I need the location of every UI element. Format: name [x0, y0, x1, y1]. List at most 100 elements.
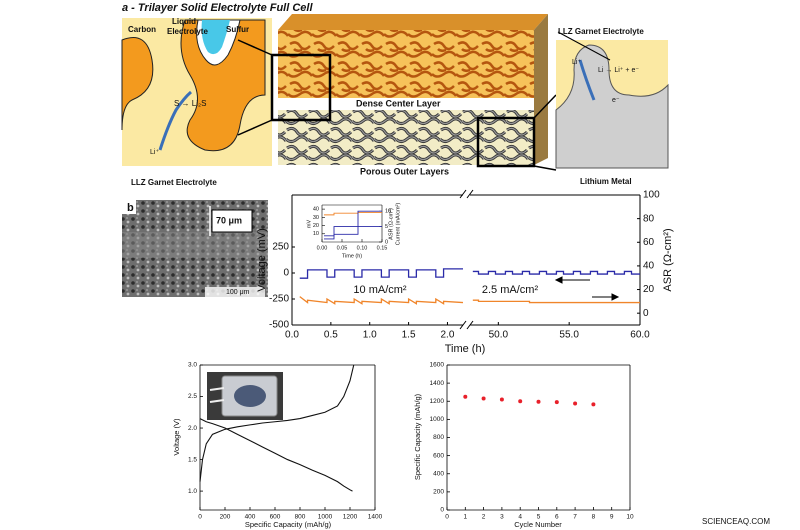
- x-tick-label: 0.0: [285, 330, 299, 341]
- x-axis-label: Time (h): [445, 343, 486, 355]
- data-line: [324, 210, 382, 237]
- x-tick-label: 7: [573, 514, 577, 521]
- y2-tick-label: 40: [643, 261, 655, 272]
- label-sulfur: Sulfur: [226, 25, 249, 34]
- label-reaction: S → Li₂S: [174, 99, 206, 108]
- label-electron: e⁻: [612, 97, 620, 104]
- y2-tick-label: 0: [385, 239, 388, 245]
- x-tick-label: 60.0: [630, 330, 650, 341]
- y-tick-label: 1400: [430, 380, 445, 387]
- x-tick-label: 5: [537, 514, 541, 521]
- x-tick-label: 2.0: [441, 330, 455, 341]
- y-tick-label: 1000: [430, 416, 445, 423]
- x-tick-label: 0: [445, 514, 449, 521]
- y-tick-label: 20: [313, 223, 319, 229]
- data-line: [324, 226, 382, 240]
- x-tick-label: 3: [500, 514, 504, 521]
- scale-bar-label: 70 μm: [216, 215, 242, 225]
- x-tick-label: 0.15: [377, 245, 388, 251]
- data-point: [518, 399, 523, 404]
- data-point: [463, 394, 468, 399]
- panel-label: b: [127, 202, 134, 214]
- y-tick-label: 2.0: [188, 425, 197, 432]
- figure-title: a - Trilayer Solid Electrolyte Full Cell: [122, 2, 313, 14]
- x-tick-label: 9: [610, 514, 614, 521]
- y-tick-label: 400: [433, 470, 444, 477]
- y-axis-label: Voltage (V): [172, 418, 181, 456]
- asr-axis-label: ASR (Ω-cm²): [388, 208, 394, 240]
- data-line: [299, 296, 464, 305]
- data-line: [199, 364, 355, 482]
- watermark: SCIENCEAQ.COM: [702, 517, 770, 526]
- y-tick-label: 0: [283, 268, 289, 279]
- y-tick-label: 1200: [430, 398, 445, 405]
- label-ion-right: Li⁺: [572, 59, 581, 66]
- pouch-photo: [207, 372, 283, 420]
- data-point: [573, 401, 578, 406]
- y2-tick-label: 60: [643, 237, 655, 248]
- center-block: [237, 14, 557, 171]
- label-carbon: Carbon: [128, 25, 156, 34]
- y-tick-label: 0: [440, 507, 444, 514]
- x-tick-label: 6: [555, 514, 559, 521]
- annotation: 10 mA/cm²: [353, 284, 407, 296]
- x-tick-label: 1000: [318, 514, 333, 521]
- x-tick-label: 0.05: [337, 245, 348, 251]
- x-tick-label: 0.10: [357, 245, 368, 251]
- label-ion: Li⁺: [150, 149, 159, 156]
- x-tick-label: 10: [626, 514, 634, 521]
- x-axis-label: Cycle Number: [514, 520, 562, 529]
- y-axis-label: mV: [306, 220, 312, 229]
- x-tick-label: 1.5: [402, 330, 416, 341]
- x-tick-label: 0: [198, 514, 202, 521]
- y2-tick-label: 0: [643, 308, 649, 319]
- x-tick-label: 1: [463, 514, 467, 521]
- x-tick-label: 1200: [343, 514, 358, 521]
- label-llz-left: LLZ Garnet Electrolyte: [131, 178, 217, 187]
- x-axis-label: Specific Capacity (mAh/g): [245, 520, 332, 529]
- y2-tick-label: 5: [385, 224, 388, 230]
- x-tick-label: 200: [220, 514, 231, 521]
- data-point: [536, 399, 541, 404]
- y-tick-label: 250: [272, 242, 289, 253]
- data-line: [299, 268, 463, 279]
- label-porous: Porous Outer Layers: [360, 166, 449, 176]
- x-tick-label: 0.00: [317, 245, 328, 251]
- y2-tick-label: 80: [643, 213, 655, 224]
- label-liquid: Liquid: [172, 17, 196, 26]
- sem-image: [122, 200, 268, 297]
- y2-axis-label: Current (mA/cm²): [395, 203, 401, 246]
- y-tick-label: -250: [269, 294, 289, 305]
- data-point: [591, 402, 596, 407]
- x-tick-label: 600: [270, 514, 281, 521]
- y2-axis-label: ASR (Ω-cm²): [662, 228, 674, 291]
- annotation: 2.5 mA/cm²: [482, 284, 539, 296]
- x-tick-label: 4: [518, 514, 522, 521]
- x-axis-label: Time (h): [342, 253, 362, 259]
- data-line: [472, 299, 640, 304]
- y-tick-label: 2.5: [188, 393, 197, 400]
- data-point: [554, 400, 559, 405]
- data-point: [481, 396, 486, 401]
- x-tick-label: 800: [295, 514, 306, 521]
- y-tick-label: -500: [269, 320, 289, 331]
- label-reaction-right: Li → Li⁺ + e⁻: [598, 67, 639, 74]
- label-dense: Dense Center Layer: [356, 98, 441, 108]
- y-tick-label: 3.0: [188, 362, 197, 369]
- y-tick-label: 1.0: [188, 488, 197, 495]
- y-tick-label: 200: [433, 489, 444, 496]
- x-tick-label: 2: [482, 514, 486, 521]
- y2-tick-label: 20: [643, 284, 655, 295]
- data-line: [472, 270, 640, 275]
- y-tick-label: 40: [313, 207, 319, 213]
- scale-bar-label: 100 μm: [226, 289, 250, 296]
- y-tick-label: 800: [433, 434, 444, 441]
- x-tick-label: 1.0: [363, 330, 377, 341]
- left-schematic: [121, 18, 272, 166]
- inset-background: [300, 200, 410, 262]
- y-tick-label: 30: [313, 215, 319, 221]
- y-tick-label: 600: [433, 452, 444, 459]
- data-point: [499, 397, 504, 402]
- label-electrolyte: Electrolyte: [167, 27, 208, 36]
